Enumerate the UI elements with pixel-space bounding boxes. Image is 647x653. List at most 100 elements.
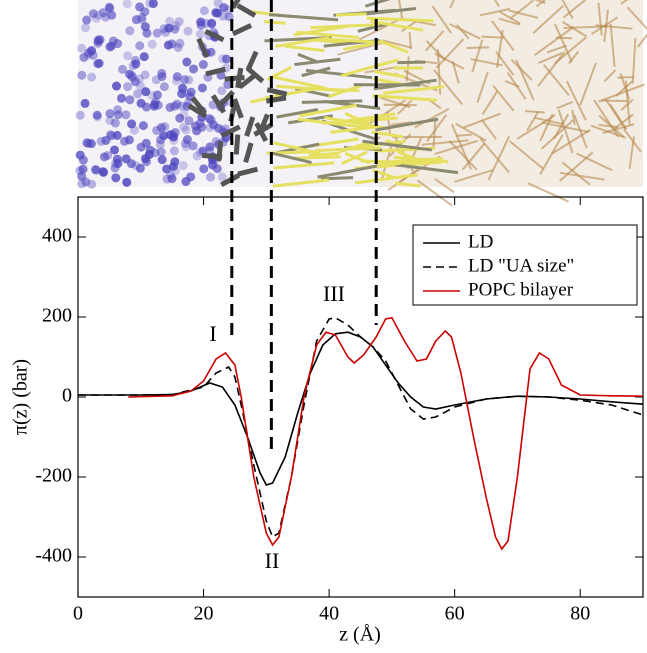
tail <box>371 130 403 139</box>
bead <box>88 9 98 19</box>
chain <box>565 80 587 121</box>
tail <box>269 13 339 22</box>
bead <box>93 38 103 48</box>
chain <box>534 0 546 5</box>
bead <box>172 72 182 82</box>
chain <box>431 5 452 34</box>
bead <box>127 119 137 129</box>
bead <box>199 164 209 174</box>
chain <box>559 151 594 182</box>
chain <box>597 2 603 36</box>
bead <box>171 21 181 31</box>
tail <box>327 37 383 44</box>
bead <box>141 87 151 97</box>
bead <box>116 93 126 103</box>
tail <box>284 44 325 53</box>
bead <box>217 172 227 182</box>
bead <box>125 26 135 36</box>
bead <box>111 173 121 183</box>
bead <box>86 139 96 149</box>
headgroup <box>196 37 210 58</box>
bead <box>191 121 201 131</box>
chain <box>476 71 489 104</box>
bead <box>157 155 167 165</box>
chain <box>538 52 563 65</box>
chain <box>481 90 499 115</box>
bead <box>98 8 108 18</box>
tail <box>341 150 368 166</box>
bead <box>184 116 194 126</box>
bead <box>140 70 150 80</box>
tail <box>296 30 360 40</box>
bead <box>113 110 123 120</box>
chain <box>620 98 634 111</box>
y-tick-label: -200 <box>35 465 72 487</box>
x-tick-label: 0 <box>73 603 83 625</box>
chain <box>539 113 554 142</box>
chain <box>398 0 404 21</box>
y-tick-label: 0 <box>62 385 72 407</box>
bead <box>107 10 117 20</box>
bead <box>147 90 157 100</box>
bead <box>77 43 87 53</box>
headgroup <box>235 67 244 89</box>
bead <box>113 158 123 168</box>
chain <box>479 7 510 17</box>
bead <box>141 138 151 148</box>
bead <box>205 142 215 152</box>
x-tick-label: 40 <box>319 603 339 625</box>
tail <box>393 155 449 164</box>
chain <box>602 123 635 134</box>
chain <box>481 35 505 39</box>
headgroup <box>265 95 287 104</box>
bead <box>198 60 208 70</box>
bead <box>77 70 87 80</box>
bead <box>188 141 198 151</box>
bead <box>159 82 169 92</box>
tail <box>360 159 427 165</box>
bead <box>82 15 92 25</box>
x-axis-label: z (Å) <box>339 624 381 646</box>
chain <box>397 99 413 115</box>
x-tick-label: 60 <box>445 603 465 625</box>
chain <box>526 111 540 132</box>
bead <box>110 145 120 155</box>
chain <box>509 0 535 20</box>
chain <box>576 152 613 172</box>
tail <box>297 52 319 64</box>
bead <box>141 157 151 167</box>
headgroup <box>231 23 253 37</box>
chain <box>451 60 460 84</box>
chain <box>524 110 545 114</box>
chain <box>631 37 637 84</box>
chain <box>554 23 573 63</box>
bead <box>99 152 109 162</box>
legend-label: LD <box>468 231 493 252</box>
bead <box>170 101 180 111</box>
chain <box>364 66 398 74</box>
chain <box>533 25 575 56</box>
chain <box>387 168 419 191</box>
tail <box>263 20 286 25</box>
image-region <box>380 0 643 187</box>
bead <box>196 17 206 27</box>
bead <box>79 52 89 62</box>
bead <box>141 102 151 112</box>
headgroup <box>243 142 254 163</box>
chain <box>508 9 539 19</box>
series-line <box>78 331 644 486</box>
annotation: I <box>209 321 216 346</box>
bead <box>129 125 139 135</box>
chain <box>455 122 487 142</box>
bead <box>181 125 191 135</box>
chain <box>561 161 591 186</box>
chain <box>571 109 576 125</box>
bead <box>207 18 217 28</box>
chain <box>434 139 479 156</box>
legend-label: LD "UA size" <box>468 255 574 276</box>
chain <box>546 44 567 54</box>
chain <box>598 123 619 129</box>
chain <box>539 134 564 175</box>
bead <box>169 136 179 146</box>
chain <box>614 113 634 130</box>
